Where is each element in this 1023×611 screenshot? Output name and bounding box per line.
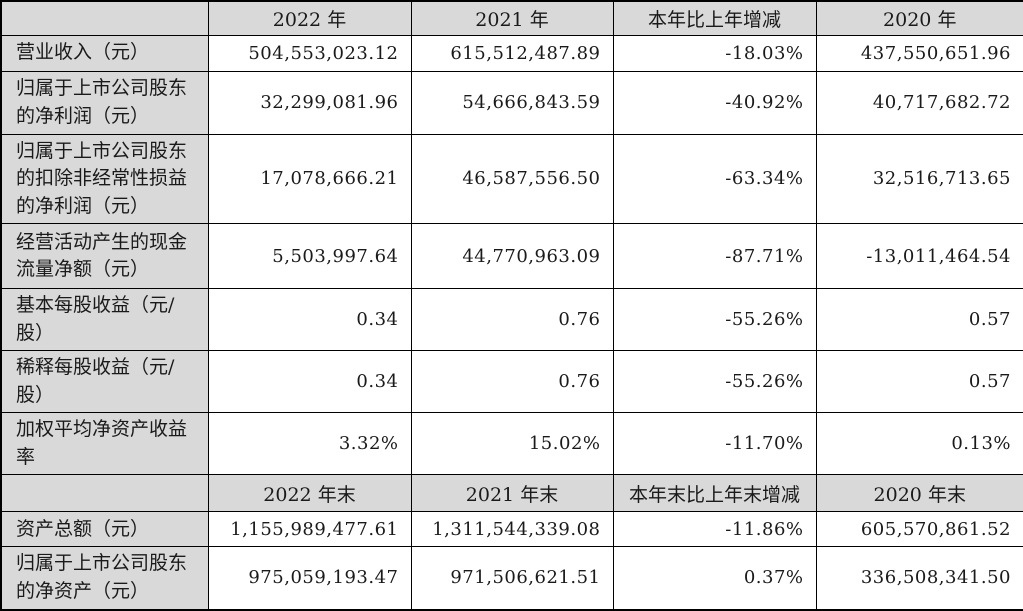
cell-value: 17,078,666.21 (207, 133, 412, 225)
table-row: 归属于上市公司股东的扣除非经常性损益的净利润（元） 17,078,666.21 … (0, 133, 1023, 225)
cell-value: -18.03% (612, 34, 817, 72)
cell-value: 0.37% (612, 546, 817, 611)
column-header-yoy-change: 本年比上年增减 (612, 0, 817, 36)
cell-value: 1,311,544,339.08 (410, 511, 614, 548)
cell-value: -40.92% (612, 70, 817, 135)
cell-value: -87.71% (612, 223, 817, 290)
cell-value: 0.76 (410, 288, 614, 352)
cell-value: 0.57 (815, 350, 1023, 414)
column-header-year-end-change: 本年末比上年末增减 (612, 474, 817, 513)
table-row: 营业收入（元） 504,553,023.12 615,512,487.89 -1… (0, 34, 1023, 72)
cell-value: 1,155,989,477.61 (207, 511, 412, 548)
column-header-2020-end: 2020 年末 (815, 474, 1023, 513)
table-row: 稀释每股收益（元/股） 0.34 0.76 -55.26% 0.57 (0, 350, 1023, 414)
cell-value: 54,666,843.59 (410, 70, 614, 135)
row-label-weighted-avg-roe: 加权平均净资产收益率 (0, 412, 209, 476)
cell-value: 971,506,621.51 (410, 546, 614, 611)
cell-value: 437,550,651.96 (815, 34, 1023, 72)
table-row: 经营活动产生的现金流量净额（元） 5,503,997.64 44,770,963… (0, 223, 1023, 290)
cell-value: 336,508,341.50 (815, 546, 1023, 611)
cell-value: 504,553,023.12 (207, 34, 412, 72)
table-row: 加权平均净资产收益率 3.32% 15.02% -11.70% 0.13% (0, 412, 1023, 476)
row-label-net-profit-excl-nonrecurring: 归属于上市公司股东的扣除非经常性损益的净利润（元） (0, 133, 209, 225)
column-header-2021: 2021 年 (410, 0, 614, 36)
cell-value: -13,011,464.54 (815, 223, 1023, 290)
cell-value: 0.34 (207, 288, 412, 352)
row-label-basic-eps: 基本每股收益（元/股） (0, 288, 209, 352)
row-label-net-profit: 归属于上市公司股东的净利润（元） (0, 70, 209, 135)
cell-value: 0.57 (815, 288, 1023, 352)
cell-value: 5,503,997.64 (207, 223, 412, 290)
row-label-diluted-eps: 稀释每股收益（元/股） (0, 350, 209, 414)
cell-value: -55.26% (612, 288, 817, 352)
cell-value: -55.26% (612, 350, 817, 414)
table-row: 归属于上市公司股东的净利润（元） 32,299,081.96 54,666,84… (0, 70, 1023, 135)
corner-header (0, 0, 209, 36)
cell-value: 40,717,682.72 (815, 70, 1023, 135)
row-label-operating-cash-flow: 经营活动产生的现金流量净额（元） (0, 223, 209, 290)
cell-value: -63.34% (612, 133, 817, 225)
cell-value: 0.76 (410, 350, 614, 414)
table-row: 基本每股收益（元/股） 0.34 0.76 -55.26% 0.57 (0, 288, 1023, 352)
row-label-total-assets: 资产总额（元） (0, 511, 209, 548)
cell-value: -11.86% (612, 511, 817, 548)
cell-value: 32,516,713.65 (815, 133, 1023, 225)
cell-value: 44,770,963.09 (410, 223, 614, 290)
column-header-2022-end: 2022 年末 (207, 474, 412, 513)
header-row-annual: 2022 年 2021 年 本年比上年增减 2020 年 (0, 0, 1023, 36)
cell-value: 0.13% (815, 412, 1023, 476)
cell-value: 0.34 (207, 350, 412, 414)
cell-value: 975,059,193.47 (207, 546, 412, 611)
cell-value: 605,570,861.52 (815, 511, 1023, 548)
cell-value: 46,587,556.50 (410, 133, 614, 225)
row-label-net-assets: 归属于上市公司股东的净资产（元） (0, 546, 209, 611)
cell-value: -11.70% (612, 412, 817, 476)
row-label-revenue: 营业收入（元） (0, 34, 209, 72)
table-row: 归属于上市公司股东的净资产（元） 975,059,193.47 971,506,… (0, 546, 1023, 611)
column-header-2020: 2020 年 (815, 0, 1023, 36)
column-header-2022: 2022 年 (207, 0, 412, 36)
table-row: 资产总额（元） 1,155,989,477.61 1,311,544,339.0… (0, 511, 1023, 548)
header-row-year-end: 2022 年末 2021 年末 本年末比上年末增减 2020 年末 (0, 474, 1023, 513)
cell-value: 615,512,487.89 (410, 34, 614, 72)
corner-header (0, 474, 209, 513)
cell-value: 32,299,081.96 (207, 70, 412, 135)
cell-value: 3.32% (207, 412, 412, 476)
cell-value: 15.02% (410, 412, 614, 476)
column-header-2021-end: 2021 年末 (410, 474, 614, 513)
